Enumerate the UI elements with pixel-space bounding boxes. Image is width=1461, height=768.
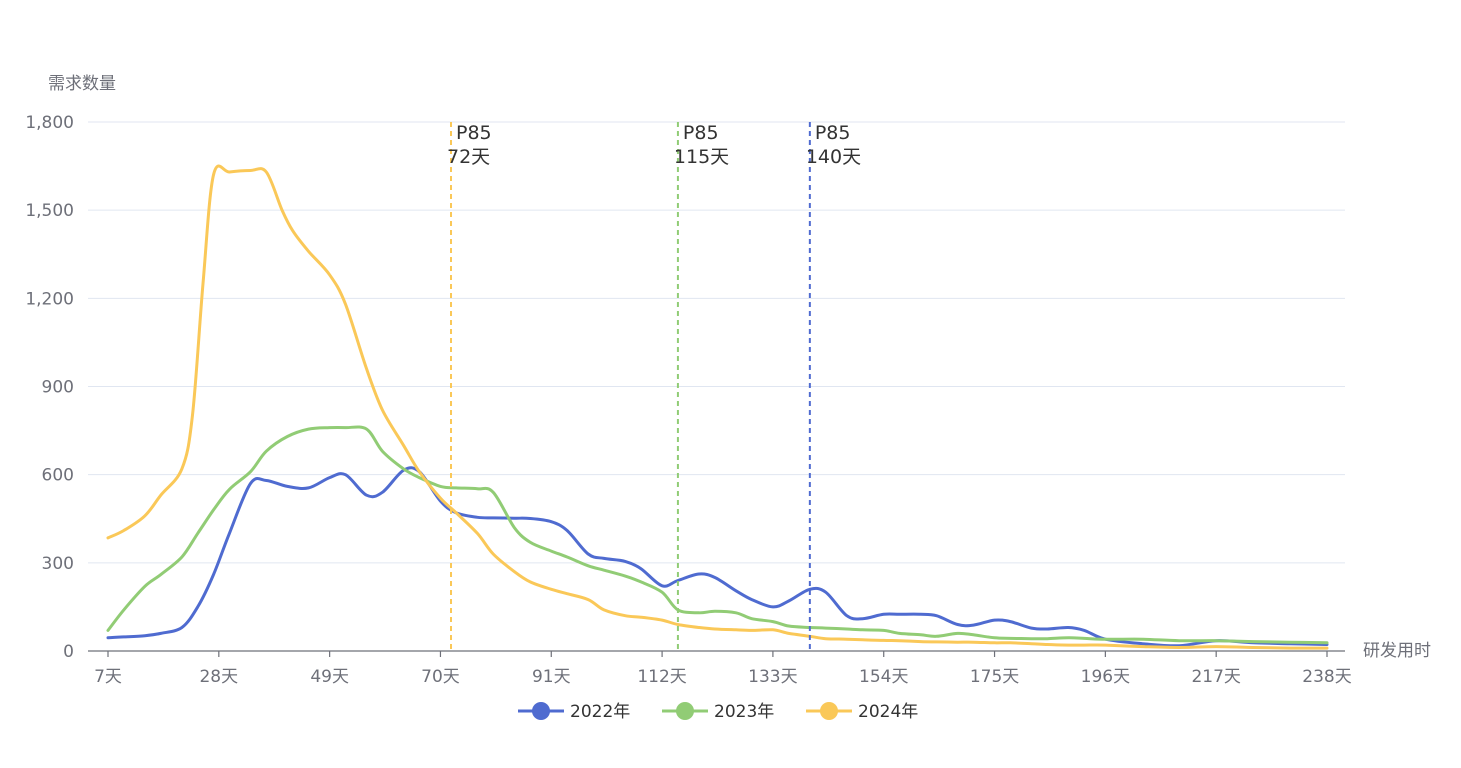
p85-marker-label: P85 — [683, 122, 719, 144]
legend-label: 2024年 — [858, 702, 918, 722]
x-tick-label: 28天 — [199, 667, 238, 687]
x-tick-label: 70天 — [421, 667, 460, 687]
y-tick-label: 0 — [63, 642, 74, 662]
p85-marker-label: P85 — [456, 122, 492, 144]
x-tick-label: 91天 — [532, 667, 571, 687]
legend-label: 2023年 — [714, 702, 774, 722]
legend-item[interactable]: 2023年 — [662, 702, 774, 722]
x-tick-label: 133天 — [748, 667, 797, 687]
y-axis: 0 300 600 900 1,200 1,500 1,800 — [25, 113, 74, 662]
x-tick-label: 112天 — [637, 667, 686, 687]
y-tick-label: 600 — [42, 466, 74, 486]
series-lines — [106, 164, 1329, 650]
x-tick-label: 217天 — [1191, 667, 1240, 687]
x-tick-label: 196天 — [1081, 667, 1130, 687]
x-axis: 7天 28天 49天 70天 91天 112天 133天 154天 175天 196天 217天 23… — [88, 650, 1352, 687]
x-tick-label: 154天 — [859, 667, 908, 687]
p85-marker-value: 115天 — [674, 146, 729, 168]
y-axis-title: 需求数量 — [48, 74, 116, 94]
y-tick-label: 1,800 — [25, 113, 74, 133]
x-tick-label: 238天 — [1302, 667, 1351, 687]
grid-lines — [88, 121, 1345, 564]
x-tick-label: 49天 — [310, 667, 349, 687]
y-tick-label: 900 — [42, 378, 74, 398]
legend-swatch-dot — [532, 702, 550, 720]
x-tick-label: 7天 — [94, 667, 122, 687]
legend[interactable]: 2022年 2023年 2024年 — [518, 702, 918, 722]
legend-swatch-dot — [676, 702, 694, 720]
legend-item[interactable]: 2022年 — [518, 702, 630, 722]
series-line-0 — [106, 466, 1329, 648]
p85-marker-value: 140天 — [806, 146, 861, 168]
y-tick-label: 1,500 — [25, 201, 74, 221]
x-axis-title: 研发用时 — [1363, 641, 1431, 661]
y-tick-label: 300 — [42, 554, 74, 574]
y-tick-label: 1,200 — [25, 289, 74, 309]
legend-item[interactable]: 2024年 — [806, 702, 918, 722]
p85-marker-value: 72天 — [447, 146, 490, 168]
series-line-1 — [106, 425, 1329, 645]
series-line-2 — [106, 164, 1329, 650]
legend-swatch-dot — [820, 702, 838, 720]
p85-marker-label: P85 — [815, 122, 851, 144]
legend-label: 2022年 — [570, 702, 630, 722]
x-tick-label: 175天 — [970, 667, 1019, 687]
